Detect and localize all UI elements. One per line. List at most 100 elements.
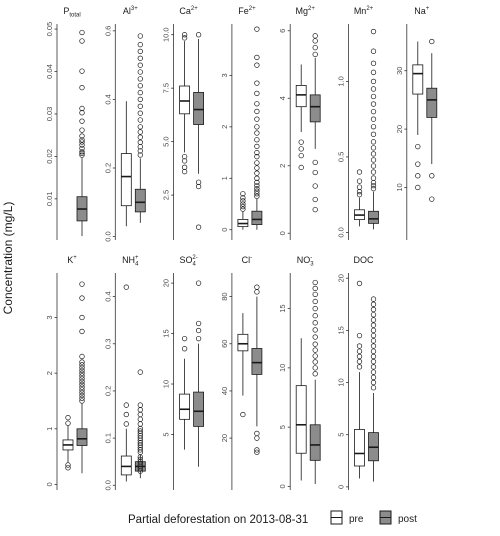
outlier-point — [356, 359, 363, 365]
outlier-point — [181, 32, 188, 38]
panel-nh4-: NH4+0.00.10.20.30.4 — [103, 255, 146, 491]
outlier-point — [254, 116, 260, 122]
panel-title: NH4+ — [122, 255, 139, 268]
panel-title-base: Cl — [242, 255, 251, 265]
outlier-point — [356, 169, 363, 175]
outlier-point — [254, 449, 260, 455]
outlier-point — [370, 78, 377, 85]
panel-title-sub: total — [69, 13, 80, 19]
box-pre — [295, 338, 307, 481]
outlier-point — [312, 298, 318, 305]
panel-title: Ptotal — [63, 6, 80, 19]
y-tick-label: 0 — [278, 484, 287, 488]
y-axis-label: Concentration (mg/L) — [1, 202, 15, 315]
box-iqr — [295, 385, 307, 454]
outlier-point — [195, 320, 202, 327]
y-tick-label: 0.02 — [45, 149, 54, 164]
outlier-point — [137, 124, 143, 130]
panel-ptotal: Ptotal 0.01 0.02 0.03 0.04 0.05 — [45, 6, 88, 240]
outlier-point — [79, 381, 85, 387]
outlier-point — [254, 182, 260, 189]
box-iqr — [309, 424, 321, 461]
box-iqr — [354, 429, 365, 467]
y-tick-label: 5.0 — [162, 136, 171, 146]
outlier-point — [195, 179, 202, 185]
panel-title: SO42- — [179, 255, 197, 268]
y-tick-label: 80 — [220, 292, 229, 300]
outlier-point — [79, 362, 85, 368]
y-tick-label: 0.2 — [103, 386, 112, 396]
panel-title: Na+ — [414, 6, 430, 16]
outlier-point — [254, 289, 260, 295]
outlier-point — [79, 389, 85, 396]
outlier-point — [240, 203, 246, 210]
box-post — [76, 281, 88, 474]
outlier-point — [79, 359, 85, 365]
outlier-point — [195, 327, 202, 334]
outlier-point — [312, 313, 318, 319]
panel-title-sup: + — [73, 255, 77, 261]
outlier-point — [254, 130, 260, 136]
outlier-point — [312, 33, 318, 39]
legend: Partial deforestation on 2013-08-31 pre … — [128, 510, 417, 526]
outlier-point — [370, 124, 377, 130]
legend-item-pre: pre — [330, 510, 364, 525]
outlier-point — [240, 411, 246, 418]
outlier-point — [79, 384, 85, 390]
box-pre — [354, 280, 365, 479]
box-post — [134, 369, 146, 479]
panel-title-base: K — [67, 255, 73, 265]
outlier-point — [429, 173, 435, 179]
outlier-point — [370, 175, 377, 181]
outlier-point — [79, 133, 85, 139]
outlier-point — [370, 322, 377, 328]
panel-title-sup: 2+ — [191, 6, 198, 12]
box-iqr — [295, 85, 307, 108]
outlier-point — [79, 142, 85, 148]
outlier-point — [370, 185, 377, 192]
outlier-point — [370, 93, 377, 100]
outlier-point — [137, 117, 143, 123]
outlier-point — [254, 188, 260, 194]
outlier-point — [370, 338, 377, 344]
panel-title-sup: + — [426, 6, 430, 12]
panel-title-sup: 2- — [192, 255, 197, 261]
panel-ca2-: Ca2+ 2.5 5.0 7.5 10.0 — [162, 6, 205, 240]
outlier-point — [195, 32, 202, 38]
outlier-point — [312, 347, 318, 353]
panel-title-base: Na — [414, 6, 426, 16]
box-iqr — [368, 210, 379, 224]
outlier-point — [79, 367, 85, 374]
panel-title-sub: 4 — [192, 262, 196, 268]
outlier-point — [137, 139, 143, 145]
y-tick-label: 0.1 — [103, 433, 112, 443]
box-pre — [179, 335, 191, 450]
outlier-point — [356, 348, 363, 354]
box-iqr — [179, 393, 191, 420]
box-iqr — [193, 92, 205, 125]
y-tick-label: 2 — [220, 125, 229, 129]
outlier-point — [312, 159, 318, 166]
panel-al3-: Al3+ 0.0 0.2 0.4 0.6 — [103, 6, 146, 242]
outlier-point — [356, 364, 363, 370]
legend-label-post: post — [398, 514, 417, 525]
outlier-point — [79, 29, 85, 36]
legend-title: Partial deforestation on 2013-08-31 — [128, 514, 308, 526]
box-iqr — [426, 87, 438, 118]
panel-cl-: Cl- 20 40 60 80 — [220, 255, 263, 490]
outlier-point — [79, 376, 85, 382]
panel-title-sub: 3 — [310, 262, 314, 268]
outlier-point — [356, 332, 363, 339]
y-tick-label: 0.0 — [103, 231, 112, 241]
outlier-point — [312, 169, 318, 176]
outlier-point — [370, 182, 377, 189]
outlier-point — [370, 312, 377, 318]
outlier-point — [254, 149, 260, 156]
outlier-point — [370, 379, 377, 386]
outlier-point — [137, 76, 143, 82]
panel-title-sup: 2+ — [308, 6, 315, 12]
box-post — [251, 26, 263, 230]
outlier-point — [137, 89, 143, 96]
outlier-point — [312, 51, 318, 58]
